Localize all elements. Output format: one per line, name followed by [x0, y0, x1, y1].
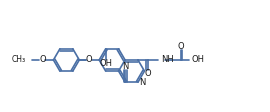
Text: N: N: [139, 78, 145, 87]
Text: OH: OH: [99, 59, 112, 68]
Text: O: O: [177, 42, 184, 51]
Text: N: N: [122, 62, 128, 71]
Text: CH₃: CH₃: [11, 55, 26, 64]
Text: O: O: [86, 55, 93, 64]
Text: NH: NH: [161, 55, 174, 64]
Text: O: O: [145, 69, 151, 78]
Text: O: O: [39, 55, 46, 64]
Text: OH: OH: [192, 55, 205, 64]
